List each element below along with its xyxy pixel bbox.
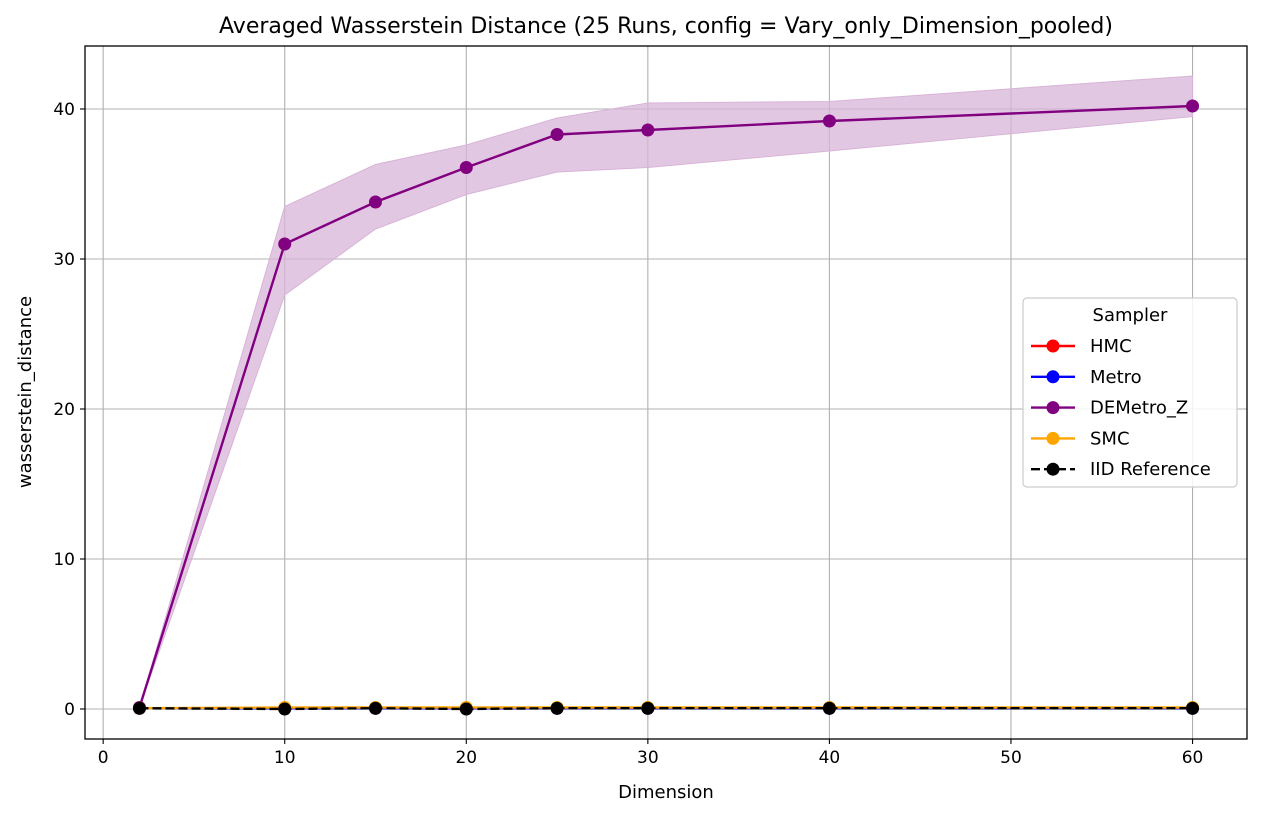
y-tick-label: 20 <box>53 400 75 420</box>
legend-label: SMC <box>1090 428 1130 449</box>
x-tick-label: 10 <box>274 748 296 768</box>
point-iid-reference <box>132 701 146 715</box>
confidence-band <box>138 75 1194 708</box>
legend-title: Sampler <box>1093 305 1168 326</box>
point-demetro-z <box>459 161 473 174</box>
legend-box <box>1022 297 1238 488</box>
point-demetro-z <box>1186 99 1200 113</box>
legend-marker <box>1046 462 1060 476</box>
legend-label: IID Reference <box>1090 459 1211 480</box>
plot-frame <box>84 45 1248 740</box>
point-iid-reference <box>550 701 564 715</box>
point-iid-reference <box>369 701 382 715</box>
legend-item-metro: Metro <box>1031 367 1142 388</box>
legend-label: Metro <box>1090 367 1142 388</box>
point-iid-reference <box>641 701 655 715</box>
series-line-demetro-z <box>138 104 1193 708</box>
y-axis-title: wasserstein_distance <box>15 296 36 488</box>
legend-marker <box>1046 339 1060 353</box>
x-tick-label: 40 <box>819 748 841 768</box>
x-tick-label: 50 <box>1000 748 1022 768</box>
legend: Sampler HMC Metro DEMetro_Z SMC IID Referenc… <box>1022 297 1238 488</box>
x-axis-title: Dimension <box>618 782 714 803</box>
y-tick-label: 10 <box>53 550 75 570</box>
y-tick-label: 40 <box>53 100 75 120</box>
point-iid-reference <box>278 702 292 716</box>
x-tick-label: 60 <box>1182 748 1204 768</box>
series-points <box>132 99 1200 716</box>
legend-item-iid-reference: IID Reference <box>1031 459 1211 480</box>
point-demetro-z <box>550 128 564 141</box>
legend-item-smc: SMC <box>1031 428 1130 449</box>
point-demetro-z <box>641 123 655 137</box>
point-iid-reference <box>1186 701 1200 715</box>
legend-label: HMC <box>1090 336 1132 357</box>
band-demetro-z <box>138 75 1194 708</box>
legend-label: DEMetro_Z <box>1090 398 1188 419</box>
legend-marker <box>1046 370 1060 384</box>
point-iid-reference <box>822 701 836 715</box>
axis-ticks: 0 10 20 30 40 50 60 0 10 20 30 40 <box>53 100 1203 768</box>
legend-marker <box>1046 431 1060 445</box>
legend-marker <box>1046 401 1060 415</box>
point-demetro-z <box>278 237 292 251</box>
x-tick-label: 0 <box>98 748 109 768</box>
point-demetro-z <box>822 114 836 128</box>
series-line-iid-reference <box>139 707 1193 711</box>
legend-item-hmc: HMC <box>1031 336 1132 357</box>
point-iid-reference <box>459 702 473 716</box>
legend-items: HMC Metro DEMetro_Z SMC IID Reference <box>1031 336 1211 480</box>
y-tick-label: 30 <box>53 250 75 270</box>
legend-item-demetro-z: DEMetro_Z <box>1031 398 1188 419</box>
point-demetro-z <box>369 195 382 209</box>
chart-title: Averaged Wasserstein Distance (25 Runs, … <box>219 14 1113 39</box>
series-lines <box>138 104 1193 711</box>
x-tick-label: 30 <box>637 748 659 768</box>
x-tick-label: 20 <box>455 748 477 768</box>
y-tick-label: 0 <box>64 700 75 720</box>
